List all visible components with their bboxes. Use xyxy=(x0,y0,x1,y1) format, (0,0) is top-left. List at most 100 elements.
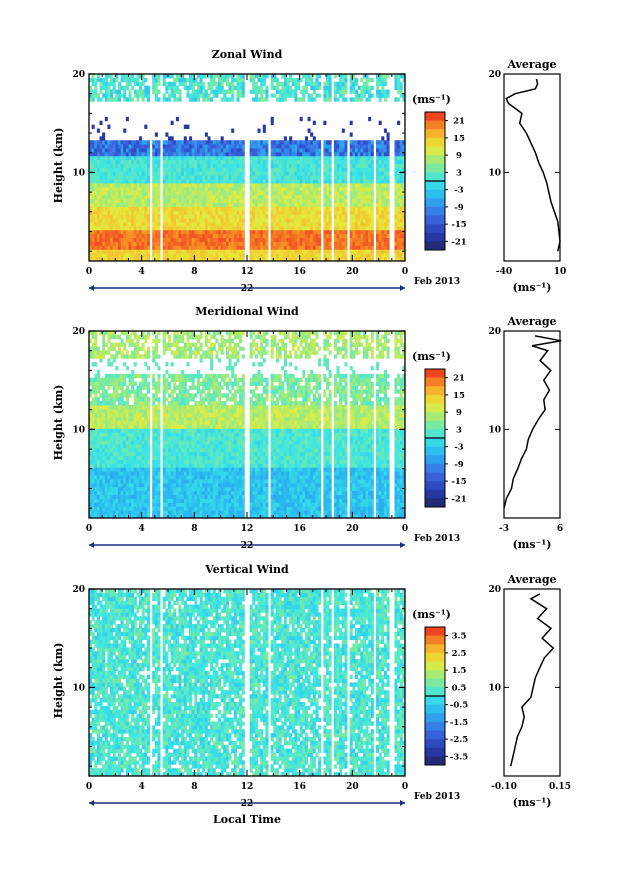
heatmap-cell xyxy=(136,510,140,515)
heatmap-cell xyxy=(254,198,258,203)
heatmap-cell xyxy=(326,171,330,176)
heatmap-cell xyxy=(323,486,327,492)
heatmap-cell xyxy=(207,514,211,519)
heatmap-cell xyxy=(386,163,390,168)
heatmap-cell xyxy=(336,81,340,87)
heatmap-cell xyxy=(112,486,116,492)
heatmap-cell xyxy=(283,218,287,223)
heatmap-cell xyxy=(349,506,353,511)
heatmap-cell xyxy=(304,233,308,239)
heatmap-cell xyxy=(291,144,295,149)
heatmap-cell xyxy=(94,144,98,149)
heatmap-cell xyxy=(394,85,398,90)
heatmap-cell xyxy=(302,206,306,211)
heatmap-cell xyxy=(136,151,140,157)
heatmap-cell xyxy=(186,190,190,196)
heatmap-cell xyxy=(154,155,158,161)
heatmap-cell xyxy=(128,502,132,507)
heatmap-cell xyxy=(386,171,390,176)
heatmap-cell xyxy=(370,498,374,503)
heatmap-cell xyxy=(365,233,369,239)
heatmap-cell xyxy=(207,245,211,250)
heatmap-cell xyxy=(262,171,266,176)
heatmap-cell xyxy=(162,494,166,499)
heatmap-cell xyxy=(117,214,121,219)
heatmap-cell xyxy=(89,183,93,188)
heatmap-cell xyxy=(123,148,127,153)
heatmap-cell xyxy=(186,241,190,246)
heatmap-cell xyxy=(233,186,237,192)
heatmap-cell xyxy=(239,225,243,231)
heatmap-cell xyxy=(378,93,382,98)
heatmap-cell xyxy=(196,229,200,235)
heatmap-cell xyxy=(133,514,137,519)
heatmap-cell xyxy=(349,229,353,235)
heatmap-cell xyxy=(96,151,100,157)
heatmap-cell xyxy=(94,190,98,196)
heatmap-cell xyxy=(218,179,222,184)
y-tick-label: 20 xyxy=(72,70,85,80)
heatmap-cell xyxy=(131,148,135,153)
heatmap-cell xyxy=(294,140,298,145)
heatmap-cell xyxy=(275,151,279,157)
heatmap-cell xyxy=(354,155,358,161)
heatmap-cell xyxy=(283,89,287,94)
heatmap-cell xyxy=(262,241,266,246)
x-tick-label: 8 xyxy=(191,267,197,277)
heatmap-cell xyxy=(170,155,174,161)
heatmap-cell xyxy=(170,506,174,511)
heatmap-cell xyxy=(257,225,261,231)
heatmap-cell xyxy=(215,498,219,503)
heatmap-cell xyxy=(310,186,314,192)
heatmap-cell xyxy=(204,167,208,172)
heatmap-cell xyxy=(223,222,227,227)
heatmap-cell xyxy=(273,494,277,499)
heatmap-cell xyxy=(312,241,316,246)
heatmap-cell xyxy=(315,510,319,515)
heatmap-cell xyxy=(378,210,382,215)
heatmap-cell xyxy=(120,167,124,172)
heatmap-cell xyxy=(141,140,145,145)
heatmap-cell xyxy=(170,186,174,192)
heatmap-cell xyxy=(315,159,319,165)
heatmap-cell xyxy=(218,245,222,250)
heatmap-cell xyxy=(178,148,182,153)
heatmap-cell xyxy=(215,74,219,79)
heatmap-cell xyxy=(397,249,401,254)
heatmap-cell xyxy=(186,144,190,149)
heatmap-cell xyxy=(152,514,156,519)
heatmap-cell xyxy=(181,74,185,79)
heatmap-cell xyxy=(144,77,148,83)
heatmap-cell xyxy=(315,490,319,496)
heatmap-cell xyxy=(362,253,366,258)
heatmap-cell xyxy=(281,85,285,90)
heatmap-cell xyxy=(260,163,264,168)
heatmap-cell xyxy=(328,225,332,231)
heatmap-cell xyxy=(294,506,298,511)
heatmap-cell xyxy=(278,506,282,511)
heatmap-cell xyxy=(344,502,348,507)
heatmap-cell xyxy=(283,159,287,165)
heatmap-cell xyxy=(175,237,179,242)
heatmap-cell xyxy=(360,151,364,157)
heatmap-cell xyxy=(191,144,195,149)
heatmap-cell xyxy=(289,136,293,141)
heatmap-cell xyxy=(394,257,398,262)
heatmap-cell xyxy=(194,257,198,262)
heatmap-cell xyxy=(173,167,177,172)
heatmap-cell xyxy=(362,245,366,250)
heatmap-cell xyxy=(202,190,206,196)
heatmap-cell xyxy=(125,249,129,254)
heatmap-cell xyxy=(354,202,358,207)
heatmap-cell xyxy=(370,167,374,172)
heatmap-cell xyxy=(186,206,190,211)
heatmap-cell xyxy=(194,198,198,203)
heatmap-cell xyxy=(218,202,222,207)
heatmap-cell xyxy=(260,241,264,246)
heatmap-cell xyxy=(125,214,129,219)
heatmap-cell xyxy=(370,93,374,98)
heatmap-cell xyxy=(252,159,256,165)
heatmap-cell xyxy=(299,490,303,496)
heatmap-cell xyxy=(291,190,295,196)
heatmap-cell xyxy=(178,241,182,246)
